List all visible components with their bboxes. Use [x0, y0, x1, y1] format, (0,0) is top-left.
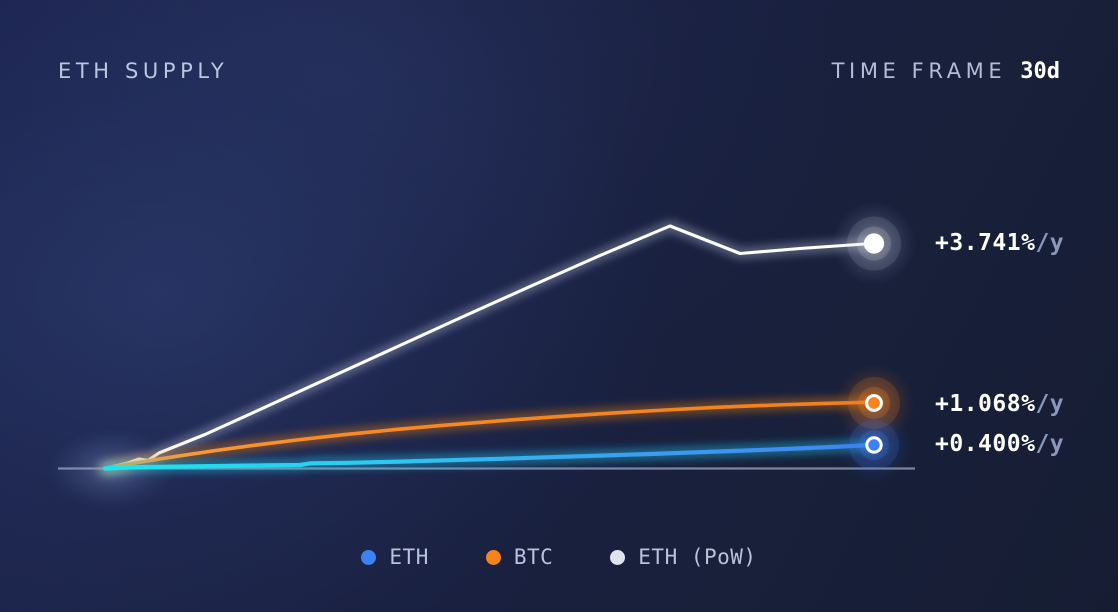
- endpoint-marker-eth-pow[interactable]: [832, 201, 916, 286]
- legend-label-eth-pow: ETH (PoW): [638, 545, 757, 569]
- series-line-btc: [100, 397, 877, 473]
- legend-label-btc: BTC: [513, 545, 554, 569]
- btc-line: [103, 400, 874, 471]
- endpoint-value-eth: +0.400%: [935, 431, 1036, 457]
- series-line-eth: [100, 440, 877, 473]
- chart-header: ETH SUPPLY TIME FRAME 30d: [0, 0, 1118, 120]
- legend-item-btc[interactable]: BTC: [485, 545, 554, 569]
- legend-item-eth[interactable]: ETH: [361, 545, 428, 569]
- time-frame-value[interactable]: 30d: [1020, 59, 1060, 84]
- endpoint-marker-eth[interactable]: [836, 407, 912, 483]
- endpoint-label-eth-pow: +3.741%/y: [935, 230, 1064, 256]
- time-frame-control[interactable]: TIME FRAME 30d: [832, 59, 1060, 84]
- legend-label-eth: ETH: [389, 545, 429, 569]
- legend-dot-icon-eth-pow: [610, 549, 626, 565]
- legend-item-eth-pow[interactable]: ETH (PoW): [610, 545, 756, 569]
- time-frame-label: TIME FRAME: [831, 59, 1007, 83]
- endpoint-unit-eth-pow: /y: [1035, 230, 1065, 256]
- eth-pow-line: [103, 224, 874, 471]
- endpoint-label-btc: +1.068%/y: [935, 391, 1064, 417]
- legend-dot-icon-btc: [485, 549, 501, 565]
- endpoint-value-eth-pow: +3.741%: [935, 230, 1036, 256]
- endpoint-unit-btc: /y: [1035, 391, 1065, 417]
- legend-dot-icon-eth: [361, 549, 377, 565]
- endpoint-label-eth: +0.400%/y: [935, 431, 1064, 457]
- page-title: ETH SUPPLY: [58, 59, 229, 83]
- chart-legend: ETH BTC ETH (PoW): [0, 545, 1118, 569]
- endpoint-value-btc: +1.068%: [935, 391, 1036, 417]
- eth-line: [102, 442, 875, 471]
- eth-pow-line-glow: [101, 222, 876, 473]
- endpoint-unit-eth: /y: [1035, 431, 1065, 457]
